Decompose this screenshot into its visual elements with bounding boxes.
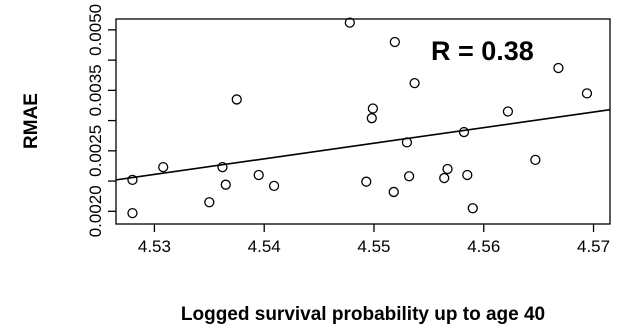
data-point	[127, 174, 138, 186]
data-point	[388, 186, 399, 198]
x-axis-title: Logged survival probability up to age 40	[181, 304, 545, 325]
data-point	[158, 162, 169, 173]
data-point	[442, 163, 453, 175]
y-tick-label: 0.0025	[86, 125, 105, 177]
data-point	[367, 103, 379, 114]
data-point	[253, 169, 264, 181]
regression-line	[115, 108, 611, 181]
x-axis: 4.53 4.54 4.55 4.56 4.57	[138, 224, 610, 256]
data-point	[458, 126, 470, 138]
x-tick-label: 4.55	[357, 237, 390, 256]
data-point	[231, 94, 242, 105]
x-tick-label: 4.54	[248, 237, 281, 256]
data-point	[462, 169, 473, 181]
x-tick-label: 4.53	[138, 237, 171, 256]
y-axis: 0.0020 0.0025 0.0035 0.0050	[86, 4, 116, 237]
data-point	[409, 77, 420, 89]
correlation-annotation: R = 0.38	[431, 36, 534, 66]
data-point	[220, 179, 231, 190]
data-point	[366, 113, 377, 124]
x-tick-label: 4.56	[467, 237, 500, 256]
data-point	[204, 197, 215, 208]
y-tick-label: 0.0035	[86, 64, 105, 116]
y-tick-label: 0.0020	[86, 185, 105, 237]
data-point	[389, 36, 400, 48]
data-point	[439, 172, 450, 184]
y-tick-label: 0.0050	[86, 4, 105, 56]
data-point	[581, 88, 593, 99]
plot-frame	[115, 18, 611, 225]
data-point	[344, 17, 355, 28]
data-point	[530, 154, 541, 166]
data-point	[467, 203, 478, 214]
data-point	[401, 137, 413, 148]
y-axis-title: RMAE	[21, 93, 42, 149]
data-point	[217, 162, 228, 173]
data-point	[403, 171, 415, 182]
data-point	[268, 180, 280, 192]
data-point	[553, 62, 564, 74]
x-tick-label: 4.57	[577, 237, 610, 256]
data-points	[127, 17, 593, 219]
data-point	[127, 207, 138, 219]
data-point	[502, 106, 514, 117]
data-point	[361, 176, 372, 187]
